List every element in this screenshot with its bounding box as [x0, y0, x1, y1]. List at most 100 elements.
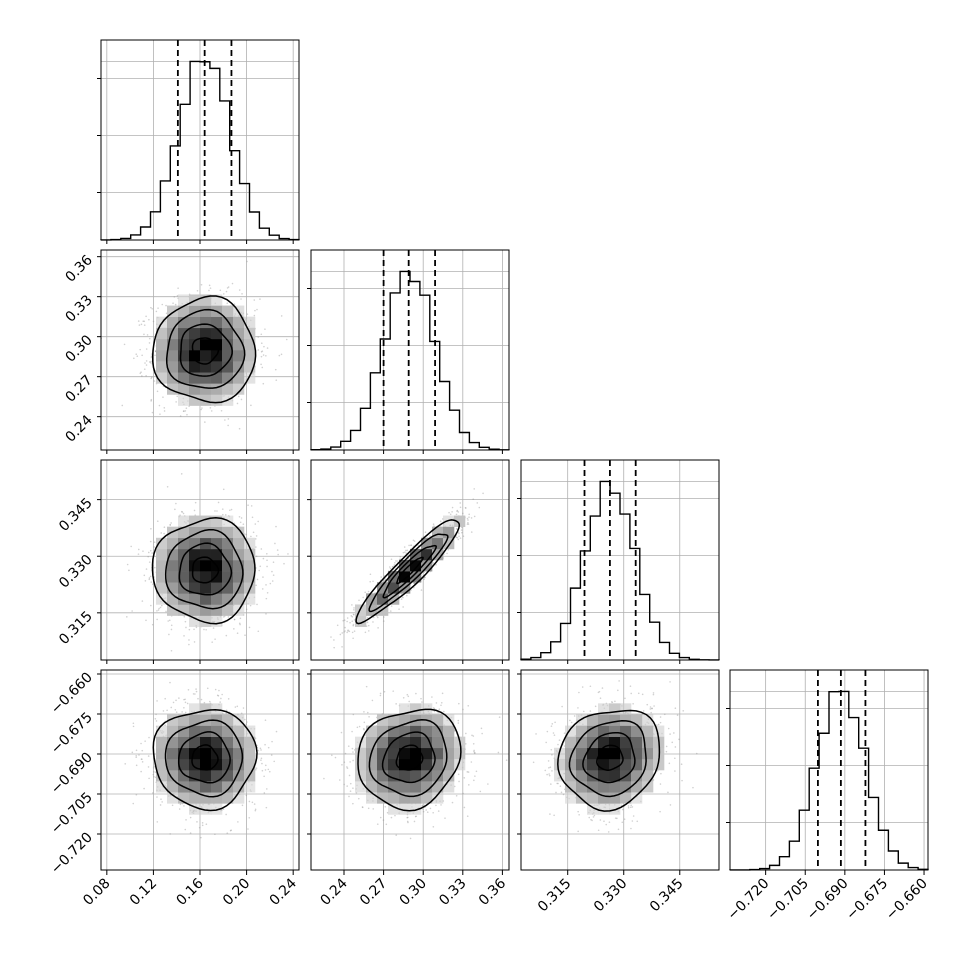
- scatter-point: [283, 562, 285, 565]
- scatter-point: [256, 603, 258, 606]
- scatter-point: [336, 624, 339, 627]
- scatter-point: [266, 591, 269, 594]
- scatter-point: [240, 517, 243, 519]
- scatter-point: [188, 639, 190, 641]
- density-cell: [244, 372, 256, 384]
- scatter-point: [216, 510, 218, 512]
- scatter-point: [257, 520, 259, 523]
- density-cell: [189, 615, 201, 627]
- density-cell: [167, 582, 179, 594]
- density-cell: [167, 571, 179, 583]
- scatter-point: [150, 604, 152, 607]
- density-cell: [222, 383, 234, 395]
- scatter-point: [406, 594, 408, 597]
- scatter-point: [211, 641, 214, 643]
- scatter-point: [225, 813, 227, 816]
- scatter-point: [448, 511, 450, 514]
- density-cell: [244, 316, 256, 329]
- scatter-point: [265, 584, 267, 586]
- scatter-point: [137, 548, 140, 551]
- scatter-point: [350, 615, 353, 617]
- scatter-point: [156, 610, 158, 612]
- scatter-point: [163, 532, 165, 535]
- scatter-point: [131, 751, 134, 754]
- density-cell: [244, 350, 256, 362]
- density-cell: [211, 537, 223, 550]
- density-cell: [454, 515, 466, 527]
- scatter-point: [123, 343, 126, 346]
- density-cell: [167, 548, 179, 561]
- scatter-point: [156, 821, 159, 823]
- scatter-point: [143, 574, 146, 577]
- scatter-point: [152, 773, 155, 776]
- density-cell: [156, 327, 168, 340]
- scatter-point: [152, 583, 154, 585]
- scatter-point: [467, 521, 469, 524]
- scatter-point: [135, 353, 138, 356]
- scatter-point: [394, 561, 396, 564]
- scatter-point: [132, 722, 135, 725]
- scatter-point: [352, 637, 354, 640]
- scatter-point: [169, 523, 171, 526]
- scatter-point: [149, 361, 152, 364]
- scatter-point: [406, 549, 409, 552]
- scatter-point: [261, 588, 264, 590]
- density-cell: [167, 350, 179, 362]
- scatter-point: [270, 754, 273, 756]
- density-cell: [156, 571, 168, 583]
- scatter-point: [367, 630, 370, 632]
- scatter-point: [172, 302, 174, 304]
- density-cell: [410, 571, 422, 583]
- scatter-point: [468, 513, 470, 516]
- scatter-point: [351, 620, 354, 623]
- density-cell: [156, 350, 168, 362]
- scatter-point: [351, 615, 354, 618]
- scatter-point: [396, 560, 398, 562]
- scatter-point: [459, 502, 462, 504]
- scatter-point: [287, 553, 289, 555]
- scatter-point: [200, 698, 203, 701]
- scatter-point: [222, 293, 225, 295]
- density-cell: [200, 372, 212, 384]
- density-cell: [167, 604, 179, 616]
- scatter-point: [330, 636, 332, 638]
- density-cell: [222, 361, 234, 373]
- scatter-point: [353, 630, 356, 632]
- density-cell: [167, 316, 179, 329]
- scatter-point: [408, 544, 410, 547]
- histogram-step: [310, 270, 510, 451]
- scatter-point: [400, 598, 403, 600]
- density-cell: [244, 537, 256, 550]
- scatter-point: [269, 582, 272, 585]
- density-cell: [366, 604, 378, 616]
- density-cell: [211, 383, 223, 395]
- scatter-point: [246, 260, 248, 263]
- density-cell: [399, 571, 411, 583]
- scatter-point: [344, 630, 346, 632]
- scatter-point: [170, 628, 173, 631]
- density-cell: [167, 593, 179, 605]
- scatter-point: [272, 574, 275, 576]
- scatter-point: [404, 551, 406, 553]
- scatter-point: [246, 313, 249, 315]
- scatter-point: [124, 763, 127, 765]
- scatter-point: [147, 551, 150, 554]
- scatter-point: [168, 619, 171, 622]
- scatter-point: [146, 334, 149, 336]
- scatter-point: [248, 817, 251, 819]
- scatter-point: [333, 639, 335, 641]
- scatter-point: [142, 320, 145, 323]
- scatter-point: [257, 349, 260, 351]
- scatter-point: [180, 473, 183, 475]
- scatter-point: [245, 608, 248, 611]
- scatter-point: [187, 688, 190, 691]
- scatter-point: [136, 355, 139, 358]
- scatter-point: [144, 580, 147, 582]
- scatter-point: [163, 410, 166, 412]
- scatter-point: [366, 621, 369, 624]
- scatter-point: [209, 700, 211, 703]
- scatter-point: [261, 366, 264, 369]
- scatter-point: [470, 517, 473, 519]
- scatter-point: [210, 410, 213, 412]
- scatter-point: [362, 596, 364, 599]
